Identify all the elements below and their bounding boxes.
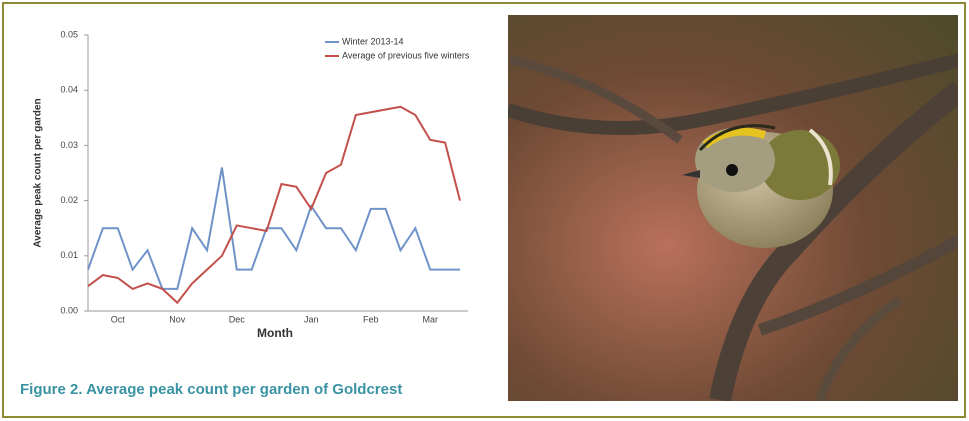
legend-label: Winter 2013-14 (342, 36, 404, 46)
legend-label: Average of previous five winters (342, 50, 470, 60)
y-tick-label: 0.05 (60, 29, 78, 39)
y-axis-label: Average peak count per garden (33, 98, 44, 247)
y-tick-label: 0.00 (60, 305, 78, 315)
line (87, 167, 460, 290)
x-axis-label: Month (257, 326, 293, 340)
y-tick-label: 0.01 (60, 250, 78, 260)
y-tick-label: 0.02 (60, 195, 78, 205)
y-tick-label: 0.03 (60, 140, 78, 150)
x-tick-label: Dec (229, 314, 246, 324)
x-tick-label: Oct (111, 314, 126, 324)
y-tick-label: 0.04 (60, 85, 78, 95)
x-tick-label: Nov (169, 314, 186, 324)
caption: Figure 2. Average peak count per garden … (20, 381, 402, 398)
x-tick-label: Jan (304, 314, 319, 324)
photo (508, 15, 958, 401)
line (87, 105, 461, 305)
x-tick-label: Feb (363, 314, 379, 324)
x-tick-label: Mar (422, 314, 438, 324)
